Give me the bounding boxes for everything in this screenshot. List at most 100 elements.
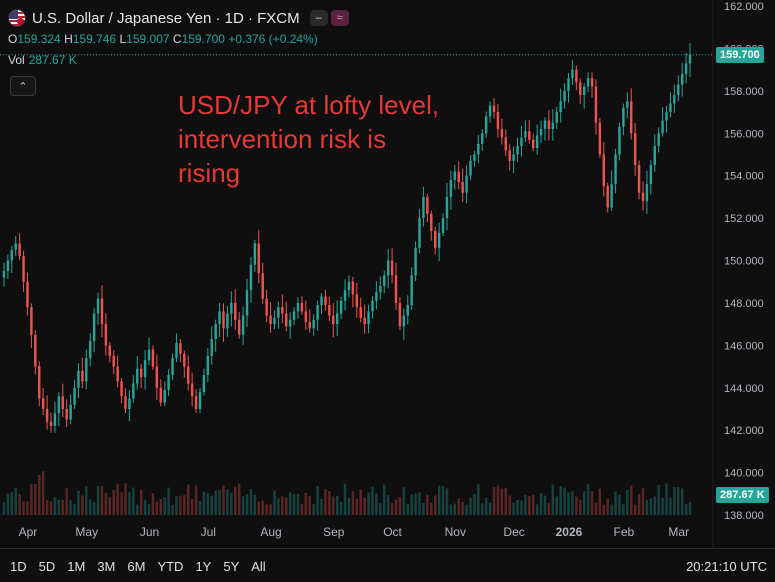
time-tick-label: Dec bbox=[503, 525, 524, 539]
candle-body bbox=[22, 256, 25, 282]
volume-bar bbox=[120, 492, 123, 515]
time-tick-label: Apr bbox=[19, 525, 38, 539]
low-value: 159.007 bbox=[126, 32, 170, 46]
time-tick-label: Mar bbox=[668, 525, 689, 539]
candle-body bbox=[430, 213, 433, 231]
range-button[interactable]: 1D bbox=[10, 559, 27, 574]
collapse-button[interactable]: ⌃ bbox=[10, 76, 36, 96]
candle-body bbox=[630, 101, 633, 134]
range-button[interactable]: YTD bbox=[157, 559, 184, 574]
candle-body bbox=[61, 396, 64, 409]
volume-bar bbox=[132, 487, 135, 515]
candle-body bbox=[332, 315, 335, 325]
close-value: 159.700 bbox=[181, 32, 225, 46]
volume-bar bbox=[484, 497, 488, 515]
volume-bar bbox=[512, 502, 515, 515]
candle-body bbox=[163, 389, 166, 403]
volume-bar bbox=[218, 490, 221, 515]
volume-bar bbox=[253, 494, 257, 515]
volume-bar bbox=[339, 502, 343, 515]
volume-bar bbox=[245, 493, 249, 515]
candle-body bbox=[508, 150, 511, 161]
candle-body bbox=[249, 264, 253, 291]
price-chart[interactable]: 162.000160.000158.000156.000154.000152.0… bbox=[0, 0, 775, 548]
volume-bar bbox=[100, 486, 104, 515]
volume-bar bbox=[379, 503, 382, 515]
volume-bar bbox=[281, 496, 284, 515]
candle-body bbox=[324, 296, 327, 306]
volume-bar bbox=[371, 486, 374, 515]
range-button[interactable]: All bbox=[251, 559, 266, 574]
minus-icon[interactable]: – bbox=[309, 10, 328, 26]
symbol-title[interactable]: U.S. Dollar / Japanese Yen · 1D · FXCM bbox=[32, 9, 300, 27]
range-selector[interactable]: 1D 5D 1M 3M 6M YTD 1Y 5Y All bbox=[10, 559, 266, 574]
candle-body bbox=[598, 122, 602, 155]
wave-icon[interactable]: ≈ bbox=[330, 10, 349, 26]
volume-bar bbox=[481, 503, 484, 515]
volume-bar bbox=[567, 492, 570, 515]
volume-bar bbox=[61, 499, 64, 515]
candle-body bbox=[551, 122, 555, 130]
candle-body bbox=[496, 112, 500, 130]
symbol-header[interactable]: U.S. Dollar / Japanese Yen · 1D · FXCM –… bbox=[8, 8, 349, 28]
volume-bar bbox=[657, 484, 660, 515]
price-tick-label: 148.000 bbox=[724, 298, 764, 310]
volume-bar bbox=[34, 483, 37, 515]
volume-bar bbox=[351, 491, 355, 515]
candle-body bbox=[516, 145, 519, 155]
candle-body bbox=[484, 116, 488, 134]
candle-body bbox=[128, 398, 131, 409]
candle-body bbox=[461, 182, 464, 193]
candle-body bbox=[296, 302, 300, 312]
candle-body bbox=[386, 260, 390, 276]
volume-bar bbox=[622, 504, 625, 515]
candle-body bbox=[445, 196, 449, 219]
volume-bar bbox=[81, 495, 84, 515]
volume-bar bbox=[394, 499, 398, 515]
range-button[interactable]: 1M bbox=[67, 559, 86, 574]
candle-body bbox=[159, 387, 162, 403]
candle-body bbox=[473, 154, 476, 161]
volume-bar bbox=[610, 504, 613, 515]
header-mini-controls[interactable]: – ≈ bbox=[309, 10, 349, 26]
candle-body bbox=[183, 353, 186, 367]
bottom-toolbar: 1D 5D 1M 3M 6M YTD 1Y 5Y All 20:21:10 UT… bbox=[0, 548, 775, 582]
price-tick-label: 154.000 bbox=[724, 171, 764, 183]
volume-bar bbox=[57, 499, 61, 515]
volume-bar bbox=[363, 497, 366, 515]
candle-body bbox=[500, 129, 504, 138]
volume-bar bbox=[579, 499, 582, 515]
volume-bar bbox=[49, 501, 53, 515]
time-axis[interactable]: Apr May Jun Jul Aug Sep Oct Nov Dec 2026 Feb Mar bbox=[19, 525, 689, 539]
volume-bar bbox=[183, 495, 186, 515]
volume-bar bbox=[335, 495, 339, 515]
volume-bar bbox=[528, 496, 531, 515]
volume-bar bbox=[535, 504, 539, 515]
candle-body bbox=[649, 165, 653, 185]
volume-bar bbox=[355, 498, 359, 515]
volume-readout: Vol 287.67 K bbox=[8, 53, 77, 67]
last-price-tag: 159.700 bbox=[716, 46, 764, 63]
candle-body bbox=[406, 305, 409, 316]
volume-bar bbox=[496, 485, 500, 515]
candle-body bbox=[312, 319, 315, 329]
time-tick-label: Nov bbox=[445, 525, 466, 539]
volume-bar bbox=[590, 491, 594, 515]
volume-bar bbox=[179, 495, 182, 515]
price-tick-label: 156.000 bbox=[724, 128, 764, 140]
candle-body bbox=[457, 171, 460, 183]
range-button[interactable]: 1Y bbox=[195, 559, 212, 574]
utc-clock[interactable]: 20:21:10 UTC bbox=[686, 559, 767, 574]
range-button[interactable]: 3M bbox=[97, 559, 116, 574]
range-button[interactable]: 5Y bbox=[223, 559, 240, 574]
candle-body bbox=[273, 317, 276, 325]
candle-body bbox=[206, 355, 210, 376]
range-button[interactable]: 5D bbox=[38, 559, 56, 574]
volume-bar bbox=[292, 494, 296, 515]
candle-body bbox=[230, 302, 233, 314]
candle-body bbox=[81, 370, 84, 382]
range-button[interactable]: 6M bbox=[127, 559, 146, 574]
candle-body bbox=[187, 366, 190, 384]
candle-body bbox=[292, 311, 296, 320]
candle-body bbox=[210, 338, 213, 356]
